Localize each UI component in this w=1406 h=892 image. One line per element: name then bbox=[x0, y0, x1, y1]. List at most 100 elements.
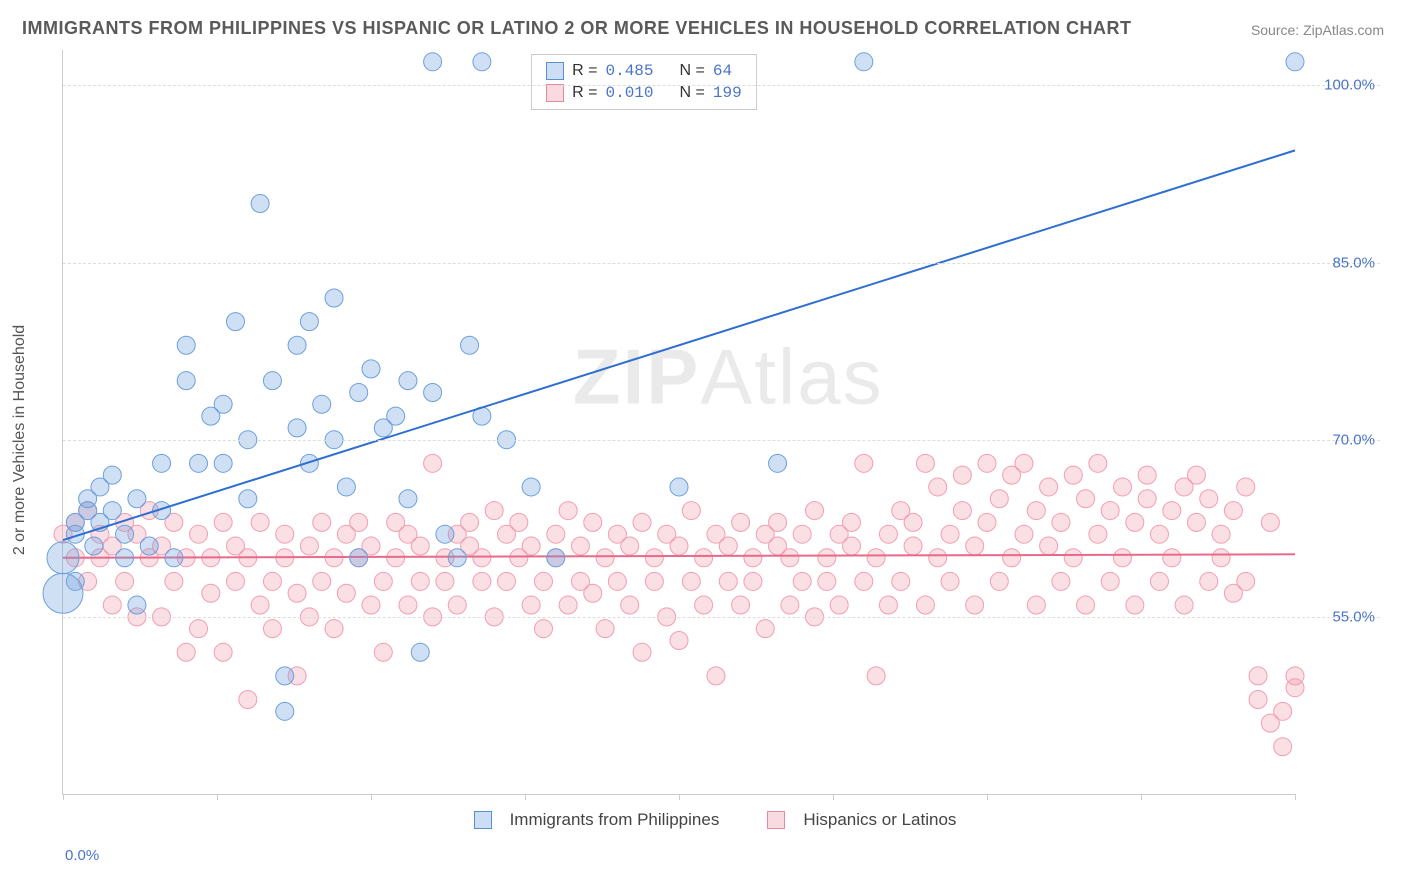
data-point bbox=[608, 572, 626, 590]
data-point bbox=[103, 466, 121, 484]
legend-stats: R =0.485N = 64R =0.010N =199 bbox=[531, 54, 757, 110]
data-point bbox=[1077, 596, 1095, 614]
data-point bbox=[916, 454, 934, 472]
data-point bbox=[263, 572, 281, 590]
data-point bbox=[818, 549, 836, 567]
data-point bbox=[1089, 525, 1107, 543]
data-point bbox=[362, 596, 380, 614]
data-point bbox=[1027, 596, 1045, 614]
legend-r-value: 0.010 bbox=[606, 84, 654, 102]
data-point bbox=[522, 478, 540, 496]
data-point bbox=[522, 537, 540, 555]
legend-swatch bbox=[474, 811, 492, 829]
data-point bbox=[559, 596, 577, 614]
data-point bbox=[116, 549, 134, 567]
data-point bbox=[1212, 549, 1230, 567]
data-point bbox=[1150, 525, 1168, 543]
data-point bbox=[473, 53, 491, 71]
data-point bbox=[1052, 572, 1070, 590]
legend-n-value: 64 bbox=[713, 62, 732, 80]
legend-n-label: N = bbox=[680, 62, 705, 80]
data-point bbox=[276, 525, 294, 543]
data-point bbox=[424, 383, 442, 401]
grid-line bbox=[63, 263, 1380, 264]
data-point bbox=[399, 490, 417, 508]
data-point bbox=[978, 513, 996, 531]
data-point bbox=[1274, 702, 1292, 720]
data-point bbox=[190, 620, 208, 638]
legend-r-label: R = bbox=[572, 84, 597, 102]
data-point bbox=[559, 502, 577, 520]
data-point bbox=[645, 572, 663, 590]
data-point bbox=[103, 596, 121, 614]
data-point bbox=[522, 596, 540, 614]
data-point bbox=[534, 620, 552, 638]
data-point bbox=[1187, 466, 1205, 484]
data-point bbox=[1101, 572, 1119, 590]
data-point bbox=[1064, 466, 1082, 484]
data-point bbox=[707, 667, 725, 685]
data-point bbox=[251, 513, 269, 531]
plot-area: ZIPAtlas R =0.485N = 64R =0.010N =199 55… bbox=[62, 50, 1295, 795]
data-point bbox=[350, 513, 368, 531]
x-tick bbox=[525, 794, 526, 800]
data-point bbox=[387, 407, 405, 425]
data-point bbox=[978, 454, 996, 472]
legend-n-value: 199 bbox=[713, 84, 742, 102]
x-tick bbox=[63, 794, 64, 800]
data-point bbox=[1040, 537, 1058, 555]
data-point bbox=[670, 478, 688, 496]
data-point bbox=[1224, 502, 1242, 520]
legend-swatch bbox=[546, 84, 564, 102]
data-point bbox=[190, 525, 208, 543]
x-tick bbox=[1295, 794, 1296, 800]
data-point bbox=[473, 572, 491, 590]
data-point bbox=[1027, 502, 1045, 520]
data-point bbox=[239, 691, 257, 709]
data-point bbox=[793, 572, 811, 590]
data-point bbox=[1200, 490, 1218, 508]
data-point bbox=[879, 525, 897, 543]
data-point bbox=[584, 584, 602, 602]
data-point bbox=[239, 490, 257, 508]
data-point bbox=[941, 572, 959, 590]
y-tick-label: 100.0% bbox=[1324, 77, 1375, 94]
data-point bbox=[313, 395, 331, 413]
data-point bbox=[547, 525, 565, 543]
data-point bbox=[571, 537, 589, 555]
data-point bbox=[879, 596, 897, 614]
data-point bbox=[596, 620, 614, 638]
chart-title: IMMIGRANTS FROM PHILIPPINES VS HISPANIC … bbox=[22, 18, 1132, 39]
data-point bbox=[966, 537, 984, 555]
data-point bbox=[177, 336, 195, 354]
data-point bbox=[313, 513, 331, 531]
data-point bbox=[116, 525, 134, 543]
data-point bbox=[1286, 53, 1304, 71]
data-point bbox=[855, 572, 873, 590]
grid-line bbox=[63, 617, 1380, 618]
data-point bbox=[66, 572, 84, 590]
legend-label: Immigrants from Philippines bbox=[510, 810, 720, 829]
data-point bbox=[756, 620, 774, 638]
data-point bbox=[1052, 513, 1070, 531]
data-point bbox=[1212, 525, 1230, 543]
data-point bbox=[1101, 502, 1119, 520]
data-point bbox=[510, 513, 528, 531]
data-point bbox=[140, 537, 158, 555]
data-point bbox=[867, 549, 885, 567]
data-point bbox=[1089, 454, 1107, 472]
data-point bbox=[288, 584, 306, 602]
data-point bbox=[473, 549, 491, 567]
data-point bbox=[1077, 490, 1095, 508]
data-point bbox=[1286, 679, 1304, 697]
data-point bbox=[682, 572, 700, 590]
data-point bbox=[719, 537, 737, 555]
data-point bbox=[325, 620, 343, 638]
data-point bbox=[1138, 490, 1156, 508]
data-point bbox=[904, 537, 922, 555]
data-point bbox=[781, 549, 799, 567]
data-point bbox=[1064, 549, 1082, 567]
data-point bbox=[1249, 691, 1267, 709]
data-point bbox=[990, 572, 1008, 590]
data-point bbox=[263, 620, 281, 638]
